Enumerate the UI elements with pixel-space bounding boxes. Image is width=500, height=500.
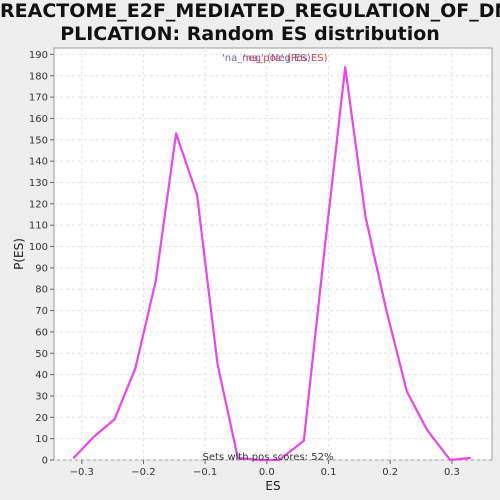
y-tick-label: 50 bbox=[35, 349, 48, 360]
y-tick-label: 190 bbox=[29, 50, 48, 61]
y-tick-label: 180 bbox=[29, 71, 48, 82]
pos-score-annotation: Sets with pos scores: 52% bbox=[203, 452, 334, 463]
y-tick-label: 140 bbox=[29, 157, 48, 168]
data-point bbox=[134, 367, 137, 370]
chart-title: REACTOME_E2F_MEDIATED_REGULATION_OF_DNA_… bbox=[0, 0, 500, 46]
legend-pos: 'na_pos' (Pos ES) bbox=[243, 53, 328, 64]
x-tick-label: −0.3 bbox=[70, 467, 94, 478]
es-distribution-line bbox=[72, 66, 471, 462]
series-layer bbox=[72, 66, 472, 462]
y-tick-label: 60 bbox=[35, 327, 48, 338]
y-tick-label: 160 bbox=[29, 114, 48, 125]
data-point bbox=[323, 252, 326, 254]
x-tick-label: −0.1 bbox=[193, 467, 217, 478]
x-tick-label: 0.1 bbox=[321, 467, 337, 478]
data-point bbox=[426, 429, 429, 432]
legend-neg: 'na_neg' (Neg ES) bbox=[222, 53, 311, 64]
data-point bbox=[469, 456, 472, 459]
y-axis-label: P(ES) bbox=[12, 238, 26, 270]
y-tick-label: 30 bbox=[35, 391, 48, 402]
data-point bbox=[175, 132, 178, 135]
data-point bbox=[216, 363, 219, 365]
data-point bbox=[344, 66, 347, 69]
x-axis-ticks: −0.3 −0.2 −0.1 0.0 0.1 0.2 0.3 bbox=[70, 460, 460, 478]
y-tick-label: 10 bbox=[35, 434, 48, 445]
chart-title-line-2: PLICATION: Random ES distribution bbox=[60, 23, 440, 45]
chart-title-line-1: REACTOME_E2F_MEDIATED_REGULATION_OF_DNA_… bbox=[0, 0, 500, 22]
y-tick-label: 90 bbox=[35, 263, 48, 274]
x-axis-label: ES bbox=[265, 479, 280, 493]
y-axis-ticks: 0 10 20 30 40 50 60 70 80 90 100 110 120 130 140 150 160… bbox=[29, 50, 54, 467]
data-point bbox=[93, 435, 95, 438]
y-tick-label: 0 bbox=[42, 456, 48, 467]
y-tick-label: 150 bbox=[29, 135, 48, 146]
x-tick-label: 0.0 bbox=[259, 467, 275, 478]
data-point bbox=[405, 390, 408, 393]
grid-lines bbox=[54, 48, 492, 461]
data-point bbox=[384, 307, 387, 310]
data-point bbox=[302, 439, 305, 442]
data-point bbox=[154, 279, 157, 282]
y-tick-label: 20 bbox=[35, 413, 48, 424]
y-tick-label: 130 bbox=[29, 178, 48, 189]
y-tick-label: 80 bbox=[35, 285, 48, 296]
data-point bbox=[72, 456, 75, 459]
y-tick-label: 110 bbox=[29, 221, 48, 232]
x-tick-label: −0.2 bbox=[131, 467, 155, 478]
y-tick-label: 120 bbox=[29, 199, 48, 210]
y-tick-label: 70 bbox=[35, 306, 48, 317]
x-tick-label: 0.3 bbox=[444, 467, 460, 478]
x-tick-label: 0.2 bbox=[382, 467, 398, 478]
data-point bbox=[236, 456, 239, 459]
data-point bbox=[113, 418, 116, 421]
y-tick-label: 40 bbox=[35, 370, 48, 381]
data-point bbox=[449, 459, 451, 461]
y-tick-label: 100 bbox=[29, 242, 48, 253]
data-point bbox=[364, 215, 367, 218]
data-point bbox=[278, 459, 281, 461]
plot-area bbox=[53, 47, 493, 461]
data-point bbox=[196, 194, 199, 197]
y-tick-label: 170 bbox=[29, 93, 48, 104]
data-point bbox=[257, 459, 260, 461]
